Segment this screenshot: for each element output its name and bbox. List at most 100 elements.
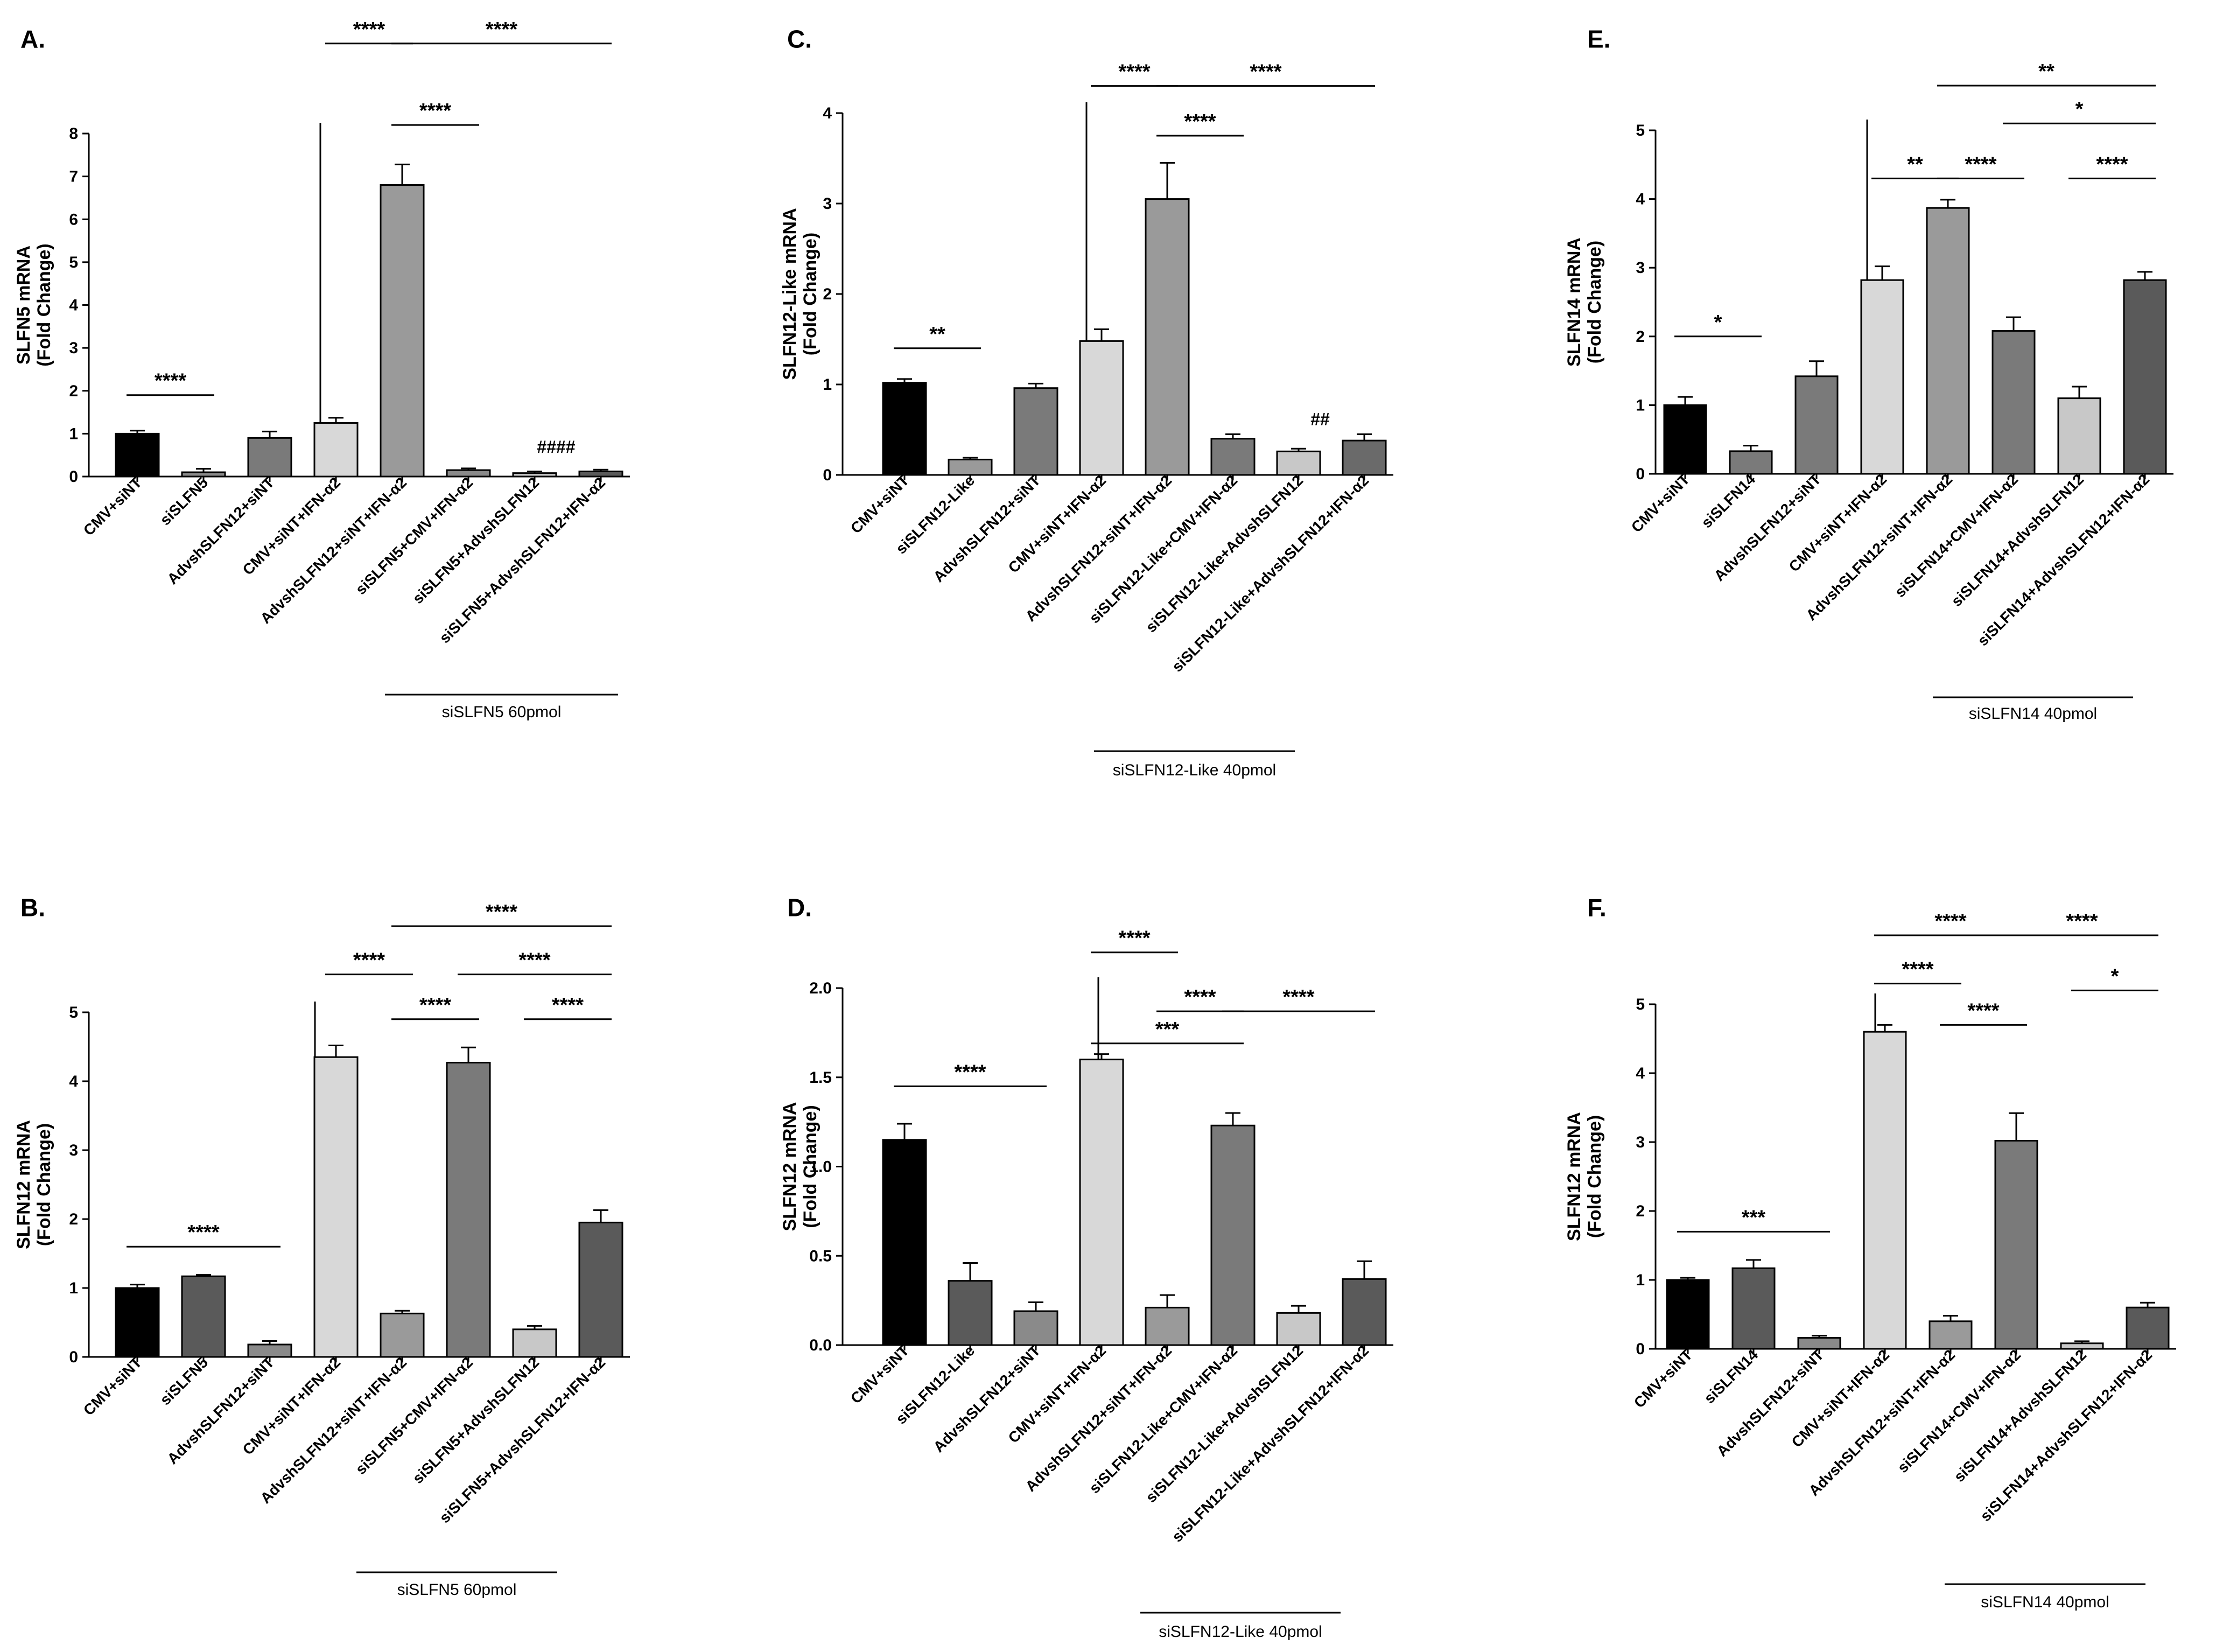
bar (1663, 404, 1707, 475)
panel-a: A. SLFN5 mRNA(Fold Change) 0 1 2 3 4 5 6 7 8 CMV+si… (13, 18, 630, 721)
bar (380, 1312, 425, 1358)
panel-label: F. (1587, 894, 1607, 922)
x-tick-label: siSLFN5+AdvshSLFN12 (409, 474, 542, 607)
significance-label: * (2075, 98, 2084, 121)
bar (1342, 1278, 1387, 1346)
significance-label: **** (419, 100, 451, 122)
bar (948, 1280, 993, 1346)
significance-label: *** (1155, 1018, 1180, 1041)
y-tick-label: 4 (823, 104, 832, 122)
group-label: siSLFN12-Like 40pmol (1159, 1623, 1322, 1641)
bar (578, 470, 623, 478)
significance-label: **** (155, 370, 186, 393)
y-tick-label: 2 (69, 382, 78, 400)
x-tick-label: siSLFN14 (1701, 1346, 1761, 1406)
bar (313, 422, 359, 478)
panel-label: E. (1587, 25, 1610, 53)
panel-label: B. (20, 894, 45, 922)
x-tick-label: AdvshSLFN12+siNT (930, 1342, 1044, 1455)
y-tick-label: 0.5 (809, 1247, 832, 1265)
significance-label: **** (1967, 999, 1999, 1022)
x-tick-label: siSLFN5 (157, 1354, 211, 1408)
y-tick-label: 0 (69, 1348, 78, 1366)
bar (1794, 375, 1839, 475)
panel-e: E.SLFN14 mRNA(Fold Change)012345CMV+siNT… (1564, 25, 2173, 723)
y-axis-title: SLFN5 mRNA(Fold Change) (13, 243, 54, 367)
significance-label: **** (1118, 61, 1150, 83)
x-tick-label: siSLFN14+CMV+IFN-α2 (1891, 471, 2021, 600)
bar (446, 469, 491, 478)
significance-label: **** (187, 1221, 219, 1244)
significance-label: **** (353, 18, 385, 41)
bar (1079, 340, 1124, 476)
x-tick-label: siSLFN14+AdvshSLFN12 (1951, 1346, 2089, 1485)
bar (1926, 207, 1970, 475)
significance-label: ** (929, 323, 945, 346)
bar (882, 382, 927, 476)
y-tick-label: 4 (1636, 1065, 1645, 1082)
group-label: siSLFN14 40pmol (1981, 1593, 2109, 1611)
y-tick-label: 1 (69, 425, 78, 443)
bar (1013, 1310, 1058, 1346)
bar (380, 184, 425, 478)
y-axis-title: SLFN12-Like mRNA(Fold Change) (780, 208, 821, 380)
panel-label: D. (787, 894, 812, 922)
bar (313, 1056, 359, 1358)
panel-c: C. SLFN12-Like mRNA(Fold Change) 0 1 2 3 4 CMV+… (780, 25, 1393, 779)
y-axis-title-line1: SLFN12-Like mRNA (780, 208, 800, 380)
bar (1666, 1279, 1710, 1350)
group-label: siSLFN14 40pmol (1969, 705, 2097, 723)
y-axis-title-line1: SLFN5 mRNA (13, 246, 34, 365)
y-tick-label: 1 (69, 1279, 78, 1297)
bar (1210, 1124, 1256, 1346)
y-axis-title-line2: (Fold Change) (800, 233, 821, 356)
x-tick-label: siSLFN14 (1698, 471, 1758, 531)
y-axis-title-line1: SLFN14 mRNA (1564, 237, 1584, 367)
significance-label: * (1714, 311, 1722, 334)
annotation-label: ## (1310, 410, 1330, 429)
bar (2057, 397, 2101, 475)
x-tick-label: AdvshSLFN12+siNT (1714, 1346, 1827, 1460)
bar (882, 1139, 927, 1346)
y-tick-label: 4 (1636, 191, 1645, 208)
significance-label: **** (1184, 110, 1216, 133)
group-label: siSLFN12-Like 40pmol (1113, 761, 1276, 779)
bar (1991, 330, 2036, 475)
y-axis-title-line2: (Fold Change) (1584, 1115, 1605, 1238)
y-tick-label: 2 (69, 1210, 78, 1228)
significance-label: **** (353, 949, 385, 972)
x-tick-label: siSLFN5+AdvshSLFN12 (409, 1354, 542, 1487)
y-tick-label: 2.0 (809, 979, 832, 997)
bar (2060, 1342, 2104, 1350)
significance-label: **** (954, 1061, 986, 1083)
y-tick-label: 5 (1636, 122, 1645, 139)
significance-label: **** (2096, 153, 2128, 176)
bar (1145, 1306, 1190, 1346)
y-axis-title-line2: (Fold Change) (1584, 241, 1605, 364)
y-tick-label: 5 (1636, 996, 1645, 1013)
y-tick-label: 2 (1636, 328, 1645, 346)
bar (247, 437, 292, 478)
bar (512, 1328, 557, 1358)
bar (446, 1061, 491, 1358)
bar (578, 1221, 623, 1358)
x-tick-label: AdvshSLFN12+siNT (930, 472, 1044, 585)
significance-label: **** (1282, 986, 1314, 1009)
y-tick-label: 8 (69, 125, 78, 143)
y-axis-title: SLFN12 mRNA(Fold Change) (780, 1102, 821, 1231)
bar (1210, 438, 1256, 476)
significance-label: **** (1118, 927, 1150, 950)
y-axis-title: SLFN14 mRNA(Fold Change) (1564, 237, 1605, 367)
x-tick-label: CMV+siNT (847, 472, 912, 536)
x-tick-label: siSLFN14+CMV+IFN-α2 (1894, 1346, 2024, 1476)
x-tick-label: CMV+siNT (847, 1342, 912, 1406)
x-tick-label: AdvshSLFN12+siNT (164, 1354, 278, 1467)
bar (948, 458, 993, 476)
bar (2126, 1306, 2170, 1350)
y-tick-label: 4 (69, 297, 78, 314)
x-tick-label: siSLFN5+CMV+IFN-α2 (352, 1354, 476, 1478)
x-tick-label: CMV+siNT (80, 1354, 145, 1418)
bar (1145, 198, 1190, 476)
significance-label: **** (486, 901, 517, 923)
bar (115, 432, 160, 478)
